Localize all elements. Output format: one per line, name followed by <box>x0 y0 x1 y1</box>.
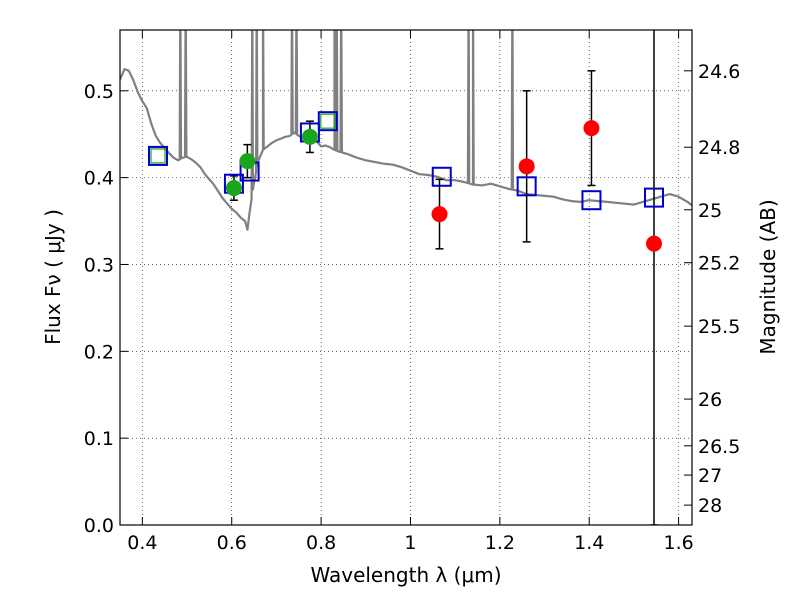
x-axis-label: Wavelength λ (μm) <box>310 563 501 587</box>
y-tick-label: 0.5 <box>84 81 114 103</box>
nir-point <box>583 120 600 137</box>
y-tick-label: 0.0 <box>84 515 114 537</box>
model-photometry-square <box>147 145 168 166</box>
model-photometry-square <box>644 187 665 208</box>
y2-axis-label: Magnitude (AB) <box>756 199 780 354</box>
mag-tick-label: 27 <box>698 465 722 487</box>
model-photometry-square <box>581 190 602 211</box>
mag-tick-label: 28 <box>698 495 722 517</box>
axis-ticks: 0.4 0.6 0.8 1 1.2 1.4 1.6 0.0 0.1 0.2 0.3 0.4 0.5 24.… <box>84 30 740 554</box>
mag-tick-label: 24.8 <box>698 137 740 159</box>
y-axis-label: Flux Fν ( μJy ) <box>41 209 65 345</box>
x-tick-label: 0.4 <box>127 532 157 554</box>
mag-tick-label: 25.5 <box>698 316 740 338</box>
mag-tick-label: 25.2 <box>698 253 740 275</box>
optical-point <box>239 153 256 170</box>
x-tick-label: 1 <box>404 532 416 554</box>
optical-inner-square <box>320 113 336 129</box>
nir-point <box>646 235 663 252</box>
y-tick-label: 0.3 <box>84 254 114 276</box>
error-bars <box>229 30 659 525</box>
observed-points <box>150 113 663 252</box>
optical-point <box>301 128 318 145</box>
optical-inner-square <box>150 148 166 164</box>
y-tick-label: 0.1 <box>84 428 114 450</box>
y-tick-label: 0.2 <box>84 341 114 363</box>
mag-tick-label: 24.6 <box>698 61 740 83</box>
model-photometry-square <box>431 166 452 187</box>
mag-tick-label: 26 <box>698 389 722 411</box>
x-tick-label: 1.2 <box>485 532 515 554</box>
x-tick-label: 0.6 <box>217 532 247 554</box>
model-photometry-square <box>317 111 338 132</box>
plot-frame <box>119 29 693 526</box>
x-tick-label: 1.4 <box>574 532 604 554</box>
model-photometry-square <box>516 176 537 197</box>
nir-point <box>518 158 535 175</box>
x-tick-label: 1.6 <box>663 532 693 554</box>
mag-tick-label: 25 <box>698 200 722 222</box>
nir-point <box>431 206 448 223</box>
x-tick-label: 0.8 <box>306 532 336 554</box>
optical-point <box>225 180 242 197</box>
mag-tick-label: 26.5 <box>698 436 740 458</box>
y-tick-label: 0.4 <box>84 168 114 190</box>
plot-marks <box>120 30 692 525</box>
plot-background <box>120 30 692 525</box>
